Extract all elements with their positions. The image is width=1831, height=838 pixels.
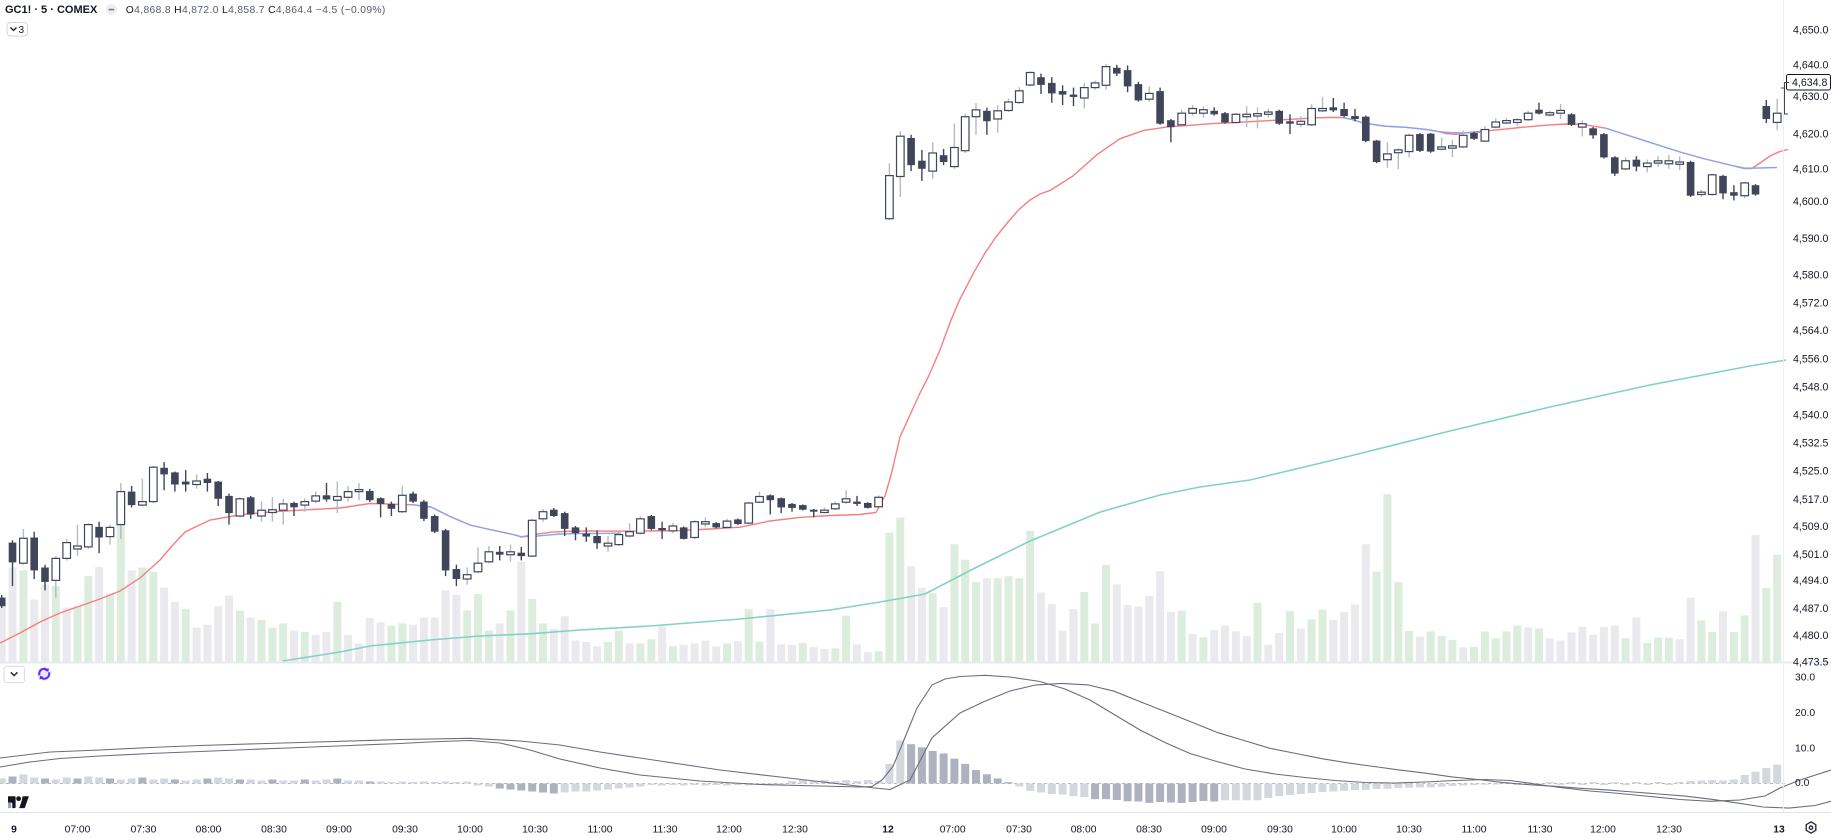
svg-text:9: 9 <box>11 825 17 836</box>
svg-text:4,540.0: 4,540.0 <box>1793 410 1828 422</box>
svg-text:10:00: 10:00 <box>1331 825 1357 836</box>
svg-text:4,600.0: 4,600.0 <box>1793 196 1828 208</box>
svg-text:4,650.0: 4,650.0 <box>1793 24 1828 36</box>
svg-text:4,620.0: 4,620.0 <box>1793 129 1828 141</box>
svg-text:4,630.0: 4,630.0 <box>1793 91 1828 103</box>
svg-text:4,525.0: 4,525.0 <box>1793 466 1828 478</box>
svg-text:4,564.0: 4,564.0 <box>1793 325 1828 337</box>
svg-text:4,517.0: 4,517.0 <box>1793 494 1828 506</box>
svg-text:GC1! · 5 · COMEX: GC1! · 5 · COMEX <box>5 4 98 16</box>
svg-text:07:00: 07:00 <box>940 825 966 836</box>
svg-text:11:00: 11:00 <box>1461 825 1486 836</box>
svg-text:10:30: 10:30 <box>522 825 548 836</box>
svg-text:4,640.0: 4,640.0 <box>1793 59 1828 71</box>
svg-text:4,509.0: 4,509.0 <box>1793 521 1828 533</box>
svg-text:4,487.0: 4,487.0 <box>1793 603 1828 615</box>
svg-text:12:30: 12:30 <box>1656 825 1682 836</box>
svg-text:07:00: 07:00 <box>65 825 91 836</box>
svg-text:12: 12 <box>882 825 894 836</box>
svg-text:11:30: 11:30 <box>652 825 677 836</box>
svg-text:13: 13 <box>1773 825 1785 836</box>
svg-text:4,494.0: 4,494.0 <box>1793 575 1828 587</box>
svg-text:20.0: 20.0 <box>1795 708 1815 719</box>
svg-text:08:00: 08:00 <box>196 825 222 836</box>
svg-text:09:00: 09:00 <box>326 825 352 836</box>
svg-text:12:30: 12:30 <box>782 825 808 836</box>
svg-text:4,634.8: 4,634.8 <box>1792 77 1827 89</box>
svg-text:0.0: 0.0 <box>1795 778 1810 789</box>
svg-text:08:00: 08:00 <box>1071 825 1097 836</box>
svg-text:4,473.5: 4,473.5 <box>1793 657 1828 669</box>
svg-text:O4,868.8 H4,872.0 L4,858.7 C4,: O4,868.8 H4,872.0 L4,858.7 C4,864.4 −4.5… <box>126 5 386 16</box>
svg-text:4,590.0: 4,590.0 <box>1793 233 1828 245</box>
svg-text:10:00: 10:00 <box>457 825 483 836</box>
svg-text:09:30: 09:30 <box>1267 825 1293 836</box>
svg-text:10.0: 10.0 <box>1795 744 1815 755</box>
svg-text:4,480.0: 4,480.0 <box>1793 630 1828 642</box>
svg-text:4,532.5: 4,532.5 <box>1793 438 1828 450</box>
svg-text:30.0: 30.0 <box>1795 673 1815 684</box>
svg-text:4,556.0: 4,556.0 <box>1793 353 1828 365</box>
svg-text:4,610.0: 4,610.0 <box>1793 163 1828 175</box>
svg-text:3: 3 <box>19 25 25 36</box>
svg-text:11:00: 11:00 <box>587 825 612 836</box>
svg-text:10:30: 10:30 <box>1396 825 1422 836</box>
svg-text:08:30: 08:30 <box>1136 825 1162 836</box>
svg-text:4,501.0: 4,501.0 <box>1793 549 1828 561</box>
svg-text:12:00: 12:00 <box>1590 825 1616 836</box>
svg-text:11:30: 11:30 <box>1527 825 1552 836</box>
svg-text:4,572.0: 4,572.0 <box>1793 298 1828 310</box>
svg-text:08:30: 08:30 <box>261 825 287 836</box>
svg-text:4,580.0: 4,580.0 <box>1793 269 1828 281</box>
svg-text:07:30: 07:30 <box>131 825 157 836</box>
svg-text:09:30: 09:30 <box>392 825 418 836</box>
svg-text:07:30: 07:30 <box>1006 825 1032 836</box>
svg-text:4,548.0: 4,548.0 <box>1793 382 1828 394</box>
svg-text:09:00: 09:00 <box>1201 825 1227 836</box>
svg-text:12:00: 12:00 <box>716 825 742 836</box>
